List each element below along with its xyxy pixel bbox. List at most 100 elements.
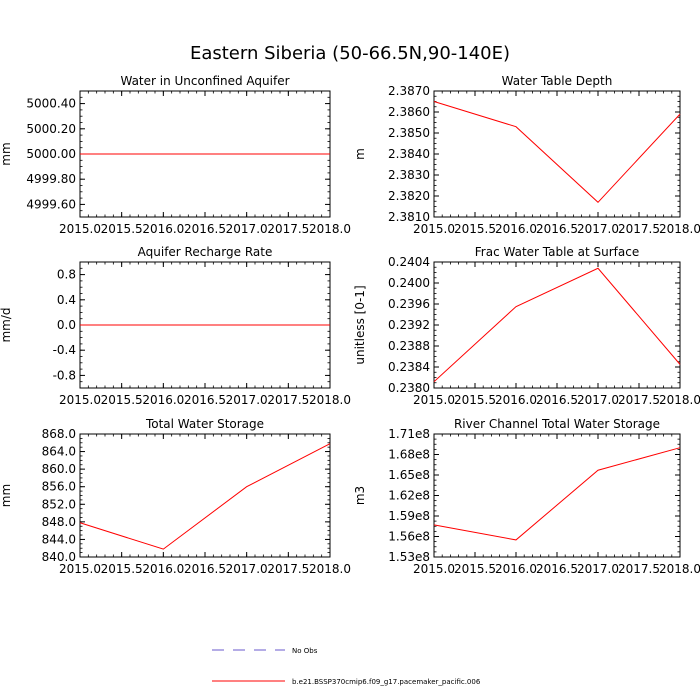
panel-title: Water in Unconfined Aquifer [120, 74, 289, 88]
x-tick-label: 2016.5 [536, 222, 578, 236]
y-tick-label: 1.59e8 [388, 509, 430, 523]
y-tick-label: 2.3810 [388, 210, 430, 224]
x-tick-label: 2015.0 [59, 222, 101, 236]
x-tick-label: 2016.0 [495, 393, 537, 407]
x-tick-label: 2017.5 [267, 393, 309, 407]
x-tick-label: 2017.0 [226, 562, 268, 576]
y-tick-label: 1.56e8 [388, 530, 430, 544]
x-tick-label: 2015.5 [101, 222, 143, 236]
panel-6: River Channel Total Water Storage m3 2015.… [353, 417, 700, 576]
x-tick-label: 2015.0 [413, 222, 455, 236]
y-tick-label: 2.3850 [388, 126, 430, 140]
y-tick-label: 4999.60 [26, 197, 76, 211]
y-tick-label: 864.0 [42, 445, 76, 459]
x-tick-label: 2017.0 [226, 222, 268, 236]
y-tick-label: 852.0 [42, 497, 76, 511]
x-tick-label: 2018.0 [659, 393, 700, 407]
panel-4: Frac Water Table at Surface unitless [0-1… [353, 245, 700, 407]
x-tick-label: 2018.0 [659, 562, 700, 576]
y-tick-label: 0.2396 [388, 297, 430, 311]
y-tick-label: -0.8 [53, 368, 76, 382]
y-tick-label: 0.2380 [388, 381, 430, 395]
y-tick-label: 0.8 [57, 268, 76, 282]
x-tick-label: 2015.5 [101, 393, 143, 407]
x-tick-label: 2015.5 [101, 562, 143, 576]
x-tick-label: 2016.0 [142, 562, 184, 576]
panel-title: Frac Water Table at Surface [475, 245, 639, 259]
panel-2: Water Table Depth m 2015.0 2015.5 2016.0 2016… [353, 74, 700, 236]
x-tick-label: 2017.5 [618, 393, 660, 407]
y-tick-label: 0.2388 [388, 339, 430, 353]
panel-title: Total Water Storage [145, 417, 264, 431]
series-line [79, 443, 331, 550]
x-tick-label: 2018.0 [659, 222, 700, 236]
panel-1: Water in Unconfined Aquifer mm 2015.0 2015.… [0, 74, 351, 236]
y-tick-label: 868.0 [42, 427, 76, 441]
y-axis-label: mm [0, 484, 13, 507]
y-tick-label: 1.62e8 [388, 489, 430, 503]
x-tick-label: 2016.5 [536, 562, 578, 576]
y-tick-label: 4999.80 [26, 172, 76, 186]
x-tick-label: 2017.0 [577, 562, 619, 576]
x-tick-label: 2015.0 [413, 562, 455, 576]
y-axis-label: m3 [353, 486, 367, 505]
y-tick-label: 2.3870 [388, 84, 430, 98]
legend-label: b.e21.BSSP370cmip6.f09_g17.pacemaker_pac… [292, 678, 481, 686]
x-tick-label: 2017.5 [618, 562, 660, 576]
y-tick-label: 2.3860 [388, 105, 430, 119]
series-line [433, 267, 681, 383]
panel-title: Aquifer Recharge Rate [138, 245, 273, 259]
x-tick-label: 2016.5 [536, 393, 578, 407]
x-tick-label: 2017.0 [226, 393, 268, 407]
x-tick-label: 2018.0 [309, 393, 351, 407]
x-tick-label: 2016.5 [184, 562, 226, 576]
x-tick-label: 2017.0 [577, 222, 619, 236]
x-tick-label: 2016.0 [495, 562, 537, 576]
y-tick-label: 860.0 [42, 462, 76, 476]
y-tick-label: -0.4 [53, 343, 76, 357]
y-tick-label: 0.0 [57, 318, 76, 332]
panel-title: Water Table Depth [502, 74, 613, 88]
x-tick-label: 2015.0 [59, 562, 101, 576]
x-tick-label: 2016.0 [142, 393, 184, 407]
x-tick-label: 2018.0 [309, 562, 351, 576]
y-tick-label: 0.2400 [388, 276, 430, 290]
x-tick-label: 2016.0 [142, 222, 184, 236]
x-tick-label: 2017.0 [577, 393, 619, 407]
y-tick-label: 0.2384 [388, 360, 430, 374]
y-tick-label: 844.0 [42, 532, 76, 546]
x-tick-label: 2016.5 [184, 222, 226, 236]
x-tick-label: 2016.0 [495, 222, 537, 236]
series-line [433, 447, 681, 541]
y-axis-label: m [353, 148, 367, 160]
y-tick-label: 1.71e8 [388, 427, 430, 441]
x-tick-label: 2015.0 [413, 393, 455, 407]
y-tick-label: 0.2392 [388, 318, 430, 332]
x-tick-label: 2015.0 [59, 393, 101, 407]
x-tick-label: 2017.5 [267, 562, 309, 576]
x-tick-label: 2017.5 [267, 222, 309, 236]
y-tick-label: 840.0 [42, 550, 76, 564]
y-tick-label: 856.0 [42, 480, 76, 494]
y-tick-label: 5000.20 [26, 122, 76, 136]
legend: No Obs b.e21.BSSP370cmip6.f09_g17.pacemak… [212, 647, 481, 686]
y-tick-label: 2.3820 [388, 189, 430, 203]
x-tick-label: 2015.5 [454, 222, 496, 236]
x-tick-label: 2015.5 [454, 562, 496, 576]
y-tick-label: 0.4 [57, 293, 76, 307]
series-line [433, 101, 681, 204]
y-tick-label: 1.53e8 [388, 550, 430, 564]
y-tick-label: 848.0 [42, 515, 76, 529]
x-tick-label: 2015.5 [454, 393, 496, 407]
x-tick-label: 2018.0 [309, 222, 351, 236]
y-tick-label: 2.3830 [388, 168, 430, 182]
y-axis-label: mm [0, 142, 13, 165]
y-tick-label: 5000.00 [26, 147, 76, 161]
y-tick-label: 5000.40 [26, 97, 76, 111]
y-axis-label: mm/d [0, 307, 13, 342]
legend-label: No Obs [292, 647, 318, 655]
